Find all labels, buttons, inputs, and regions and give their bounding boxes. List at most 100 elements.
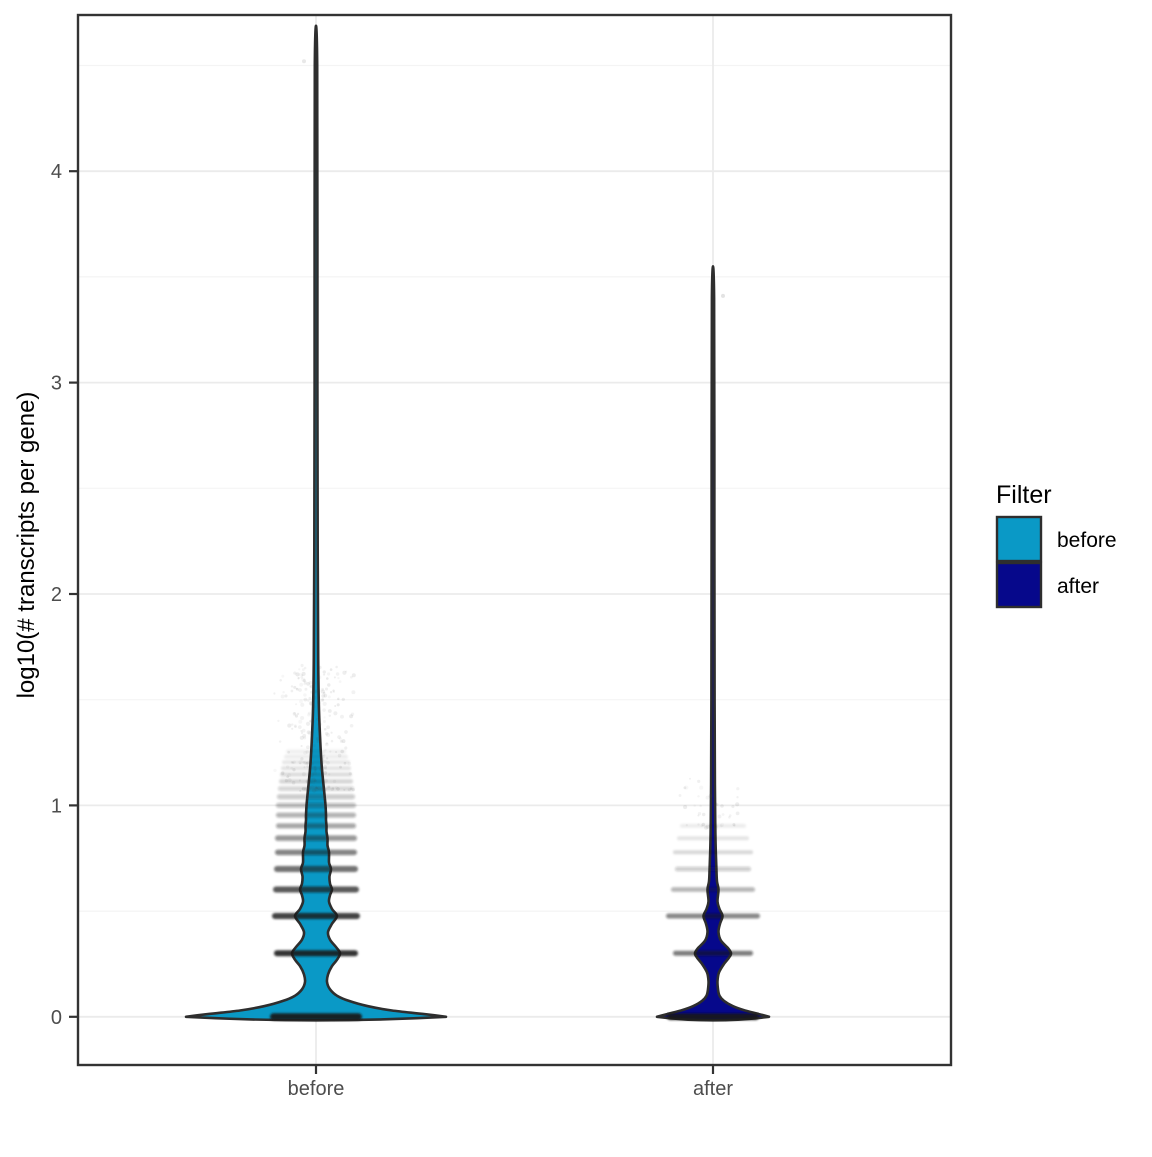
jitter-point — [307, 731, 312, 736]
jitter-point — [332, 779, 337, 784]
jitter-point — [678, 794, 682, 797]
jitter-point — [296, 712, 300, 716]
jitter-point — [335, 786, 338, 789]
jitter-point — [295, 672, 300, 677]
jitter-point — [319, 737, 322, 740]
legend-label-before: before — [1057, 529, 1117, 552]
jitter-point — [318, 766, 322, 770]
jitter-point — [277, 719, 280, 723]
jitter-point — [306, 745, 310, 750]
jitter-point — [294, 725, 297, 728]
jitter-point — [301, 668, 305, 671]
jitter-point — [287, 723, 292, 728]
jitter-point — [305, 761, 309, 765]
jitter-point — [345, 670, 348, 673]
jitter-point — [303, 787, 308, 792]
jitter-point — [306, 761, 310, 765]
jitter-point — [697, 823, 700, 826]
jitter-point — [315, 786, 319, 790]
jitter-point — [280, 771, 285, 776]
jitter-point — [305, 780, 310, 784]
jitter-point — [337, 753, 342, 758]
jitter-point — [333, 676, 336, 679]
jitter-point — [307, 713, 311, 717]
jitter-stripe — [273, 886, 359, 893]
jitter-point — [309, 750, 313, 754]
jitter-point — [335, 672, 340, 676]
jitter-point — [733, 824, 736, 827]
jitter-point — [699, 804, 702, 808]
jitter-point — [715, 803, 719, 806]
jitter-point — [326, 677, 329, 680]
jitter-point — [306, 788, 310, 791]
jitter-point — [735, 802, 740, 807]
jitter-point — [291, 723, 294, 726]
jitter-point — [323, 727, 327, 731]
jitter-point — [351, 788, 355, 792]
jitter-point — [301, 728, 306, 733]
jitter-point — [307, 699, 310, 702]
jitter-point — [321, 786, 326, 791]
jitter-stripe — [281, 766, 351, 771]
jitter-point — [273, 692, 276, 695]
jitter-point — [308, 696, 312, 700]
jitter-point — [714, 826, 719, 830]
jitter-point — [298, 688, 302, 692]
jitter-point — [317, 722, 322, 727]
jitter-stripe — [276, 823, 356, 829]
jitter-point — [314, 768, 317, 771]
y-axis-title: log10(# transcripts per gene) — [13, 392, 40, 699]
jitter-point — [290, 685, 294, 688]
jitter-point — [298, 668, 301, 671]
jitter-stripe — [278, 786, 354, 791]
jitter-point — [697, 779, 701, 784]
jitter-point — [311, 781, 315, 785]
jitter-point — [300, 716, 305, 720]
jitter-point — [689, 777, 691, 780]
jitter-point — [309, 772, 314, 777]
jitter-point — [322, 701, 327, 706]
jitter-point — [344, 746, 348, 750]
jitter-point — [329, 750, 332, 753]
jitter-point — [308, 720, 312, 723]
y-tick-label: 2 — [51, 584, 62, 606]
jitter-point — [309, 701, 314, 706]
jitter-point — [320, 698, 325, 702]
jitter-stripe — [276, 812, 356, 818]
jitter-point — [323, 753, 326, 757]
jitter-point — [705, 824, 710, 829]
jitter-point — [304, 687, 308, 691]
jitter-point — [303, 736, 307, 740]
jitter-point — [335, 751, 338, 754]
jitter-point — [330, 731, 333, 734]
jitter-point — [307, 780, 312, 785]
jitter-stripe — [675, 866, 751, 872]
jitter-stripe — [272, 913, 360, 919]
jitter-stripe — [280, 772, 352, 777]
jitter-point — [310, 785, 315, 789]
jitter-point — [301, 772, 306, 777]
jitter-point — [323, 765, 328, 769]
jitter-point — [320, 689, 325, 694]
jitter-point — [316, 700, 321, 705]
jitter-point — [301, 677, 306, 682]
jitter-point — [298, 719, 303, 724]
plot-panel — [78, 15, 951, 1065]
jitter-point — [314, 787, 319, 792]
jitter-point — [301, 671, 306, 676]
jitter-point — [697, 795, 700, 798]
jitter-point — [307, 780, 311, 784]
jitter-point — [305, 779, 309, 783]
jitter-point — [305, 750, 309, 754]
jitter-point — [293, 685, 297, 689]
jitter-point — [685, 824, 688, 827]
jitter-point — [323, 720, 326, 723]
jitter-point — [322, 708, 326, 712]
jitter-point — [318, 665, 322, 670]
jitter-point — [684, 785, 689, 790]
jitter-point — [317, 787, 321, 791]
jitter-point — [300, 729, 303, 733]
jitter-point — [315, 718, 319, 721]
jitter-point — [336, 703, 340, 707]
